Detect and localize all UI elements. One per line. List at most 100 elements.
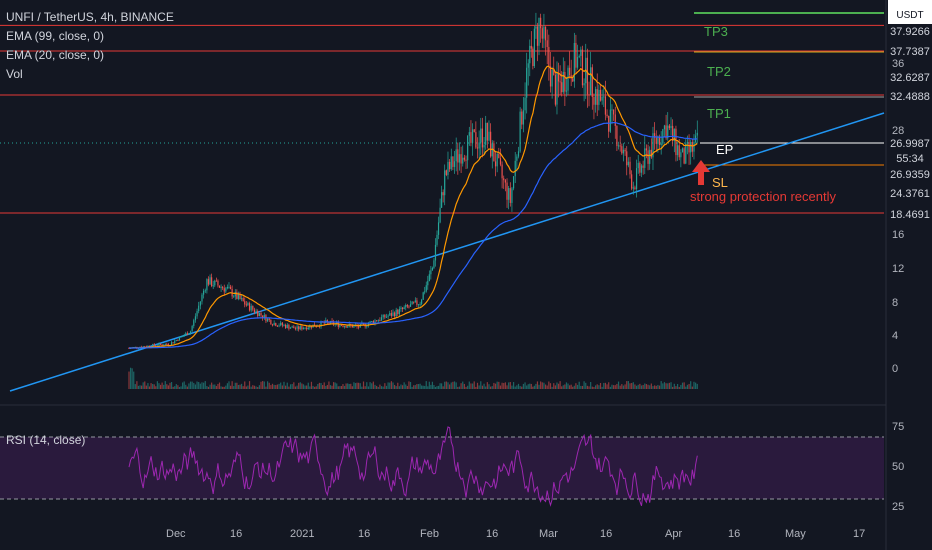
volume-bar	[631, 382, 633, 389]
volume-bar	[237, 384, 240, 389]
volume-bar	[480, 381, 482, 389]
volume-bar	[169, 382, 171, 389]
candle-body	[530, 45, 532, 49]
candle-body	[637, 162, 639, 169]
candle-body	[342, 325, 344, 327]
time-tick-dec-16: 16	[230, 528, 243, 540]
volume-bar	[382, 386, 384, 389]
candle-body	[562, 71, 564, 93]
volume-bar	[285, 385, 287, 389]
volume-bar	[234, 382, 236, 389]
candle-body	[449, 161, 451, 170]
candle-body	[226, 286, 228, 289]
candle-body	[642, 165, 644, 168]
volume-bar	[385, 385, 388, 389]
volume-bar	[567, 383, 569, 389]
candle-body	[593, 97, 595, 105]
volume-bar	[645, 384, 648, 389]
volume-bar	[553, 383, 555, 389]
volume-bar	[147, 383, 149, 389]
candle-body	[622, 149, 625, 154]
candle-body	[276, 325, 279, 327]
ema20-legend[interactable]: EMA (20, close, 0)	[6, 48, 105, 62]
volume-bar	[212, 384, 214, 389]
candle-body	[155, 345, 157, 347]
candle-body	[650, 149, 652, 158]
volume-bar	[465, 386, 467, 389]
candle-body	[598, 89, 600, 105]
candle-body	[185, 333, 187, 336]
candle-body	[377, 320, 379, 322]
volume-bar	[337, 386, 339, 389]
volume-bar	[493, 382, 495, 389]
volume-bar	[551, 386, 553, 389]
candle-body	[496, 153, 498, 167]
volume-bar	[353, 382, 355, 389]
candle-body	[275, 323, 277, 326]
volume-bar	[486, 382, 488, 389]
candle-body	[159, 343, 162, 345]
price-tick-12: 12	[892, 263, 905, 275]
candle-body	[379, 320, 381, 322]
volume-legend[interactable]: Vol	[6, 67, 23, 81]
volume-bar	[204, 381, 206, 389]
volume-bar	[496, 381, 498, 389]
volume-bar	[557, 383, 560, 389]
candle-body	[613, 109, 615, 115]
volume-bar	[182, 382, 184, 389]
candle-body	[222, 287, 224, 289]
candle-body	[403, 307, 405, 310]
volume-bar	[356, 382, 358, 389]
candle-body	[271, 324, 274, 326]
candle-body	[626, 151, 628, 166]
candle-body	[475, 132, 477, 148]
candle-body	[424, 291, 426, 293]
candle-body	[302, 328, 305, 330]
time-tick-jan-16: 16	[358, 528, 371, 540]
volume-bar	[447, 382, 449, 389]
currency-badge[interactable]: USDT	[888, 8, 932, 24]
volume-bar	[522, 383, 525, 389]
volume-bar	[362, 381, 365, 389]
volume-bar	[206, 385, 208, 389]
candle-body	[175, 339, 177, 341]
time-tick-apr-16: 16	[728, 528, 741, 540]
candle-body	[398, 309, 400, 315]
candle-body	[458, 154, 461, 163]
volume-bar	[540, 381, 542, 389]
candle-body	[323, 322, 325, 324]
volume-bar	[233, 386, 235, 389]
candle-body	[161, 344, 163, 346]
volume-bar	[336, 383, 338, 389]
candle-body	[288, 324, 290, 329]
sl-label: SL	[712, 175, 728, 190]
volume-bar	[348, 383, 350, 389]
volume-bar	[248, 381, 251, 389]
candle-body	[533, 28, 535, 67]
volume-bar	[342, 384, 344, 389]
symbol-legend[interactable]: UNFI / TetherUS, 4h, BINANCE	[6, 10, 174, 24]
candle-body	[521, 111, 523, 125]
candle-body	[270, 320, 272, 325]
volume-bar	[186, 386, 188, 389]
volume-bar	[517, 383, 520, 389]
volume-bar	[634, 384, 636, 389]
volume-bar	[278, 383, 280, 389]
volume-bar	[397, 382, 399, 389]
volume-bar	[436, 386, 438, 389]
rsi-legend[interactable]: RSI (14, close)	[6, 433, 86, 447]
candle-body	[393, 312, 396, 317]
volume-bar	[283, 381, 285, 389]
candle-body	[291, 326, 293, 328]
candle-body	[581, 49, 584, 86]
candle-body	[376, 320, 378, 322]
volume-bar	[485, 386, 487, 389]
candle-body	[392, 312, 394, 316]
candle-body	[413, 301, 415, 303]
volume-bar	[286, 382, 288, 389]
volume-bar	[229, 385, 232, 389]
volume-bar	[163, 384, 165, 389]
volume-bar	[199, 383, 201, 389]
ema99-legend[interactable]: EMA (99, close, 0)	[6, 29, 105, 43]
